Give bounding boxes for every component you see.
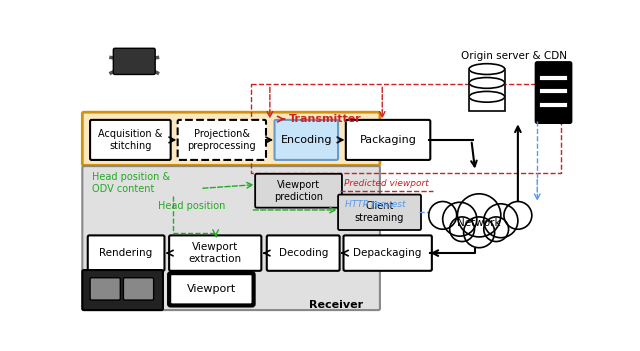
Text: Decoding: Decoding — [278, 248, 328, 258]
Text: Depackaging: Depackaging — [353, 248, 422, 258]
Text: Transmitter: Transmitter — [289, 114, 362, 124]
FancyBboxPatch shape — [275, 120, 338, 160]
Circle shape — [463, 217, 495, 248]
Text: Packaging: Packaging — [360, 135, 417, 145]
Bar — [469, 97, 505, 111]
Circle shape — [484, 217, 509, 241]
Ellipse shape — [469, 64, 505, 74]
Text: Viewport
prediction: Viewport prediction — [274, 180, 323, 201]
Text: Predicted viewport: Predicted viewport — [344, 179, 428, 187]
FancyBboxPatch shape — [88, 236, 164, 271]
Text: Rendering: Rendering — [99, 248, 153, 258]
FancyBboxPatch shape — [536, 62, 572, 123]
Ellipse shape — [469, 91, 505, 102]
FancyBboxPatch shape — [113, 48, 155, 74]
Text: HTTP request: HTTP request — [345, 200, 406, 209]
Circle shape — [484, 204, 518, 238]
Text: Head position &
ODV content: Head position & ODV content — [92, 172, 170, 194]
Bar — [469, 69, 505, 83]
FancyBboxPatch shape — [83, 166, 380, 310]
FancyBboxPatch shape — [346, 120, 430, 160]
Circle shape — [450, 217, 474, 241]
FancyBboxPatch shape — [124, 278, 154, 300]
Text: Viewport: Viewport — [187, 284, 236, 294]
Bar — [469, 69, 505, 83]
FancyBboxPatch shape — [267, 236, 340, 271]
FancyBboxPatch shape — [83, 112, 380, 165]
FancyBboxPatch shape — [338, 194, 421, 230]
Bar — [469, 83, 505, 97]
FancyBboxPatch shape — [169, 273, 253, 305]
FancyBboxPatch shape — [83, 270, 163, 310]
FancyBboxPatch shape — [169, 236, 261, 271]
Circle shape — [458, 194, 501, 237]
Text: Acquisition &
stitching: Acquisition & stitching — [98, 129, 163, 151]
Circle shape — [443, 202, 477, 236]
FancyBboxPatch shape — [255, 174, 342, 208]
Text: Encoding: Encoding — [280, 135, 332, 145]
FancyBboxPatch shape — [178, 120, 266, 160]
Text: Receiver: Receiver — [308, 300, 363, 311]
FancyBboxPatch shape — [90, 278, 120, 300]
Text: Projection&
preprocessing: Projection& preprocessing — [188, 129, 256, 151]
Text: Origin server & CDN: Origin server & CDN — [461, 51, 567, 61]
Circle shape — [504, 201, 532, 229]
FancyBboxPatch shape — [90, 120, 171, 160]
Bar — [469, 83, 505, 97]
Text: Viewport
extraction: Viewport extraction — [189, 242, 242, 264]
Text: Network: Network — [458, 218, 501, 228]
Text: Client
streaming: Client streaming — [355, 201, 404, 223]
Bar — [469, 97, 505, 111]
FancyBboxPatch shape — [344, 236, 432, 271]
Ellipse shape — [469, 78, 505, 88]
Text: Head position: Head position — [157, 201, 225, 211]
Circle shape — [429, 201, 457, 229]
